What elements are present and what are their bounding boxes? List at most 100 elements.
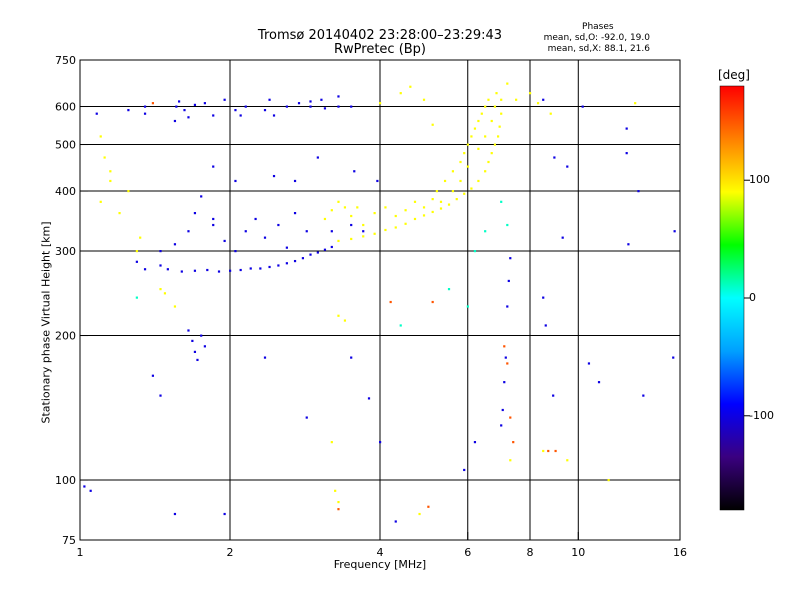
echo-point — [239, 268, 242, 272]
echo-point — [337, 314, 340, 317]
echo-point — [337, 105, 340, 108]
echo-point — [175, 105, 178, 108]
echo-point — [515, 98, 518, 101]
echo-point — [362, 223, 365, 227]
echo-point — [512, 441, 515, 444]
echo-point — [466, 165, 469, 168]
echo-point — [504, 356, 507, 359]
echo-point — [544, 324, 547, 327]
echo-point — [435, 190, 438, 193]
echo-point — [484, 170, 487, 173]
echo-point — [451, 170, 455, 173]
echo-point — [625, 127, 628, 130]
echo-point — [223, 98, 226, 101]
echo-point — [367, 397, 371, 400]
echo-point — [484, 105, 487, 108]
echo-point — [529, 92, 532, 95]
echo-point — [337, 239, 340, 243]
y-tick-label: 75 — [62, 534, 76, 547]
echo-point — [637, 190, 640, 193]
colorbar-ticks — [744, 179, 750, 417]
y-tick-label: 750 — [55, 54, 76, 67]
echo-point — [263, 356, 267, 359]
echo-point — [285, 246, 288, 249]
echo-point — [463, 192, 466, 195]
echo-point — [501, 408, 504, 412]
echo-point — [103, 156, 106, 159]
echo-point — [268, 265, 271, 269]
echo-point — [135, 260, 138, 263]
echo-point — [597, 381, 601, 384]
echo-point — [135, 250, 138, 253]
echo-point — [293, 212, 297, 215]
echo-point — [350, 237, 353, 241]
echo-point — [493, 143, 497, 146]
echo-point — [159, 250, 162, 253]
echo-point — [95, 112, 98, 115]
echo-point — [143, 105, 147, 108]
echo-point — [431, 210, 434, 214]
echo-point — [212, 114, 215, 117]
echo-point — [159, 288, 162, 291]
echo-point — [509, 459, 512, 462]
echo-point — [234, 179, 237, 183]
echo-point — [337, 200, 340, 203]
echo-point — [173, 243, 177, 246]
echo-point — [244, 230, 247, 233]
echo-point — [223, 239, 226, 243]
echo-point — [109, 179, 112, 183]
echo-point — [193, 103, 197, 106]
echo-point — [673, 230, 676, 233]
echo-point — [498, 125, 501, 128]
echo-point — [553, 156, 556, 159]
echo-point — [323, 217, 327, 221]
echo-point — [490, 152, 493, 155]
echo-point — [193, 269, 197, 272]
x-tick-label: 2 — [227, 546, 234, 559]
echo-point — [187, 116, 190, 119]
echo-point — [212, 217, 215, 221]
echo-point — [316, 156, 319, 159]
echo-point — [431, 198, 434, 201]
echo-point — [373, 212, 376, 215]
echo-point — [193, 350, 197, 353]
echo-point — [587, 362, 591, 365]
echo-point — [109, 170, 112, 173]
echo-point — [305, 416, 308, 419]
echo-point — [384, 228, 387, 232]
echo-point — [277, 223, 280, 227]
echo-point — [249, 267, 252, 270]
echo-point — [203, 345, 206, 348]
echo-point — [323, 248, 327, 251]
echo-point — [642, 394, 645, 397]
echo-point — [404, 209, 407, 212]
echo-point — [399, 324, 402, 327]
echo-point — [143, 268, 147, 271]
y-tick-label: 400 — [55, 185, 76, 198]
echo-point — [285, 262, 288, 265]
echo-point — [272, 174, 276, 178]
echo-point — [554, 449, 557, 453]
echo-point — [337, 500, 340, 504]
echo-point — [547, 449, 550, 453]
echo-point — [422, 206, 426, 209]
echo-point — [447, 203, 451, 206]
echo-point — [552, 394, 555, 397]
echo-point — [337, 508, 340, 511]
echo-point — [343, 206, 347, 209]
echo-point — [343, 319, 347, 322]
echo-point — [394, 214, 397, 218]
x-tick-label: 1 — [77, 546, 84, 559]
echo-point — [350, 223, 353, 227]
echo-point — [427, 505, 430, 508]
echo-point — [509, 257, 512, 260]
echo-point — [503, 381, 506, 384]
echo-point — [394, 520, 397, 523]
echo-point — [173, 512, 177, 516]
colorbar-tick-label: 100 — [749, 173, 770, 187]
echo-point — [268, 98, 271, 101]
echo-point — [542, 449, 545, 453]
echo-point — [99, 200, 102, 203]
echo-point — [118, 212, 121, 215]
echo-point — [163, 292, 167, 295]
